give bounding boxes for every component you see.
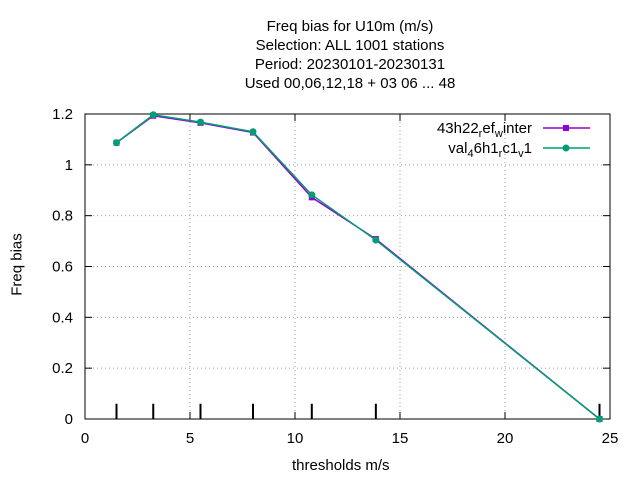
x-tick-label: 15 xyxy=(392,430,409,447)
x-tick-label: 25 xyxy=(602,430,619,447)
x-tick-label: 0 xyxy=(81,430,89,447)
y-tick-label: 0.6 xyxy=(52,259,73,276)
x-tick-label: 10 xyxy=(287,430,304,447)
series-point-2 xyxy=(197,118,204,126)
series-point-2 xyxy=(249,128,257,136)
y-tick-label: 0.4 xyxy=(52,309,73,326)
title-line-3: Period: 20230101-20230131 xyxy=(254,56,446,73)
series-point-2 xyxy=(308,191,316,199)
x-tick-label: 20 xyxy=(497,430,514,447)
y-axis-label: Freq bias xyxy=(8,233,26,296)
legend-label-1: 43h22refwinter xyxy=(437,120,532,140)
legend-marker-1 xyxy=(563,125,569,131)
series-point-2 xyxy=(149,111,157,119)
y-tick-label: 0 xyxy=(65,411,73,428)
series-point-2 xyxy=(596,415,603,423)
title-line-1: Freq bias for U10m (m/s) xyxy=(266,18,434,35)
legend-label-2: val46h1rc1v1 xyxy=(448,140,532,160)
x-tick-label: 5 xyxy=(186,430,194,447)
title-line-2: Selection: ALL 1001 stations xyxy=(255,37,445,54)
series-line-1 xyxy=(116,114,600,420)
legend-marker-2 xyxy=(562,144,570,152)
series-point-2 xyxy=(113,139,120,147)
y-tick-label: 0.8 xyxy=(52,208,73,225)
plot-frame xyxy=(84,113,611,420)
y-tick-label: 1.2 xyxy=(52,106,73,123)
title-line-4: Used 00,06,12,18 + 03 06 ... 48 xyxy=(244,75,456,92)
series-point-2 xyxy=(372,236,380,244)
y-tick-label: 0.2 xyxy=(52,360,73,377)
x-axis-label: thresholds m/s xyxy=(292,457,390,474)
y-tick-label: 1 xyxy=(65,157,73,174)
